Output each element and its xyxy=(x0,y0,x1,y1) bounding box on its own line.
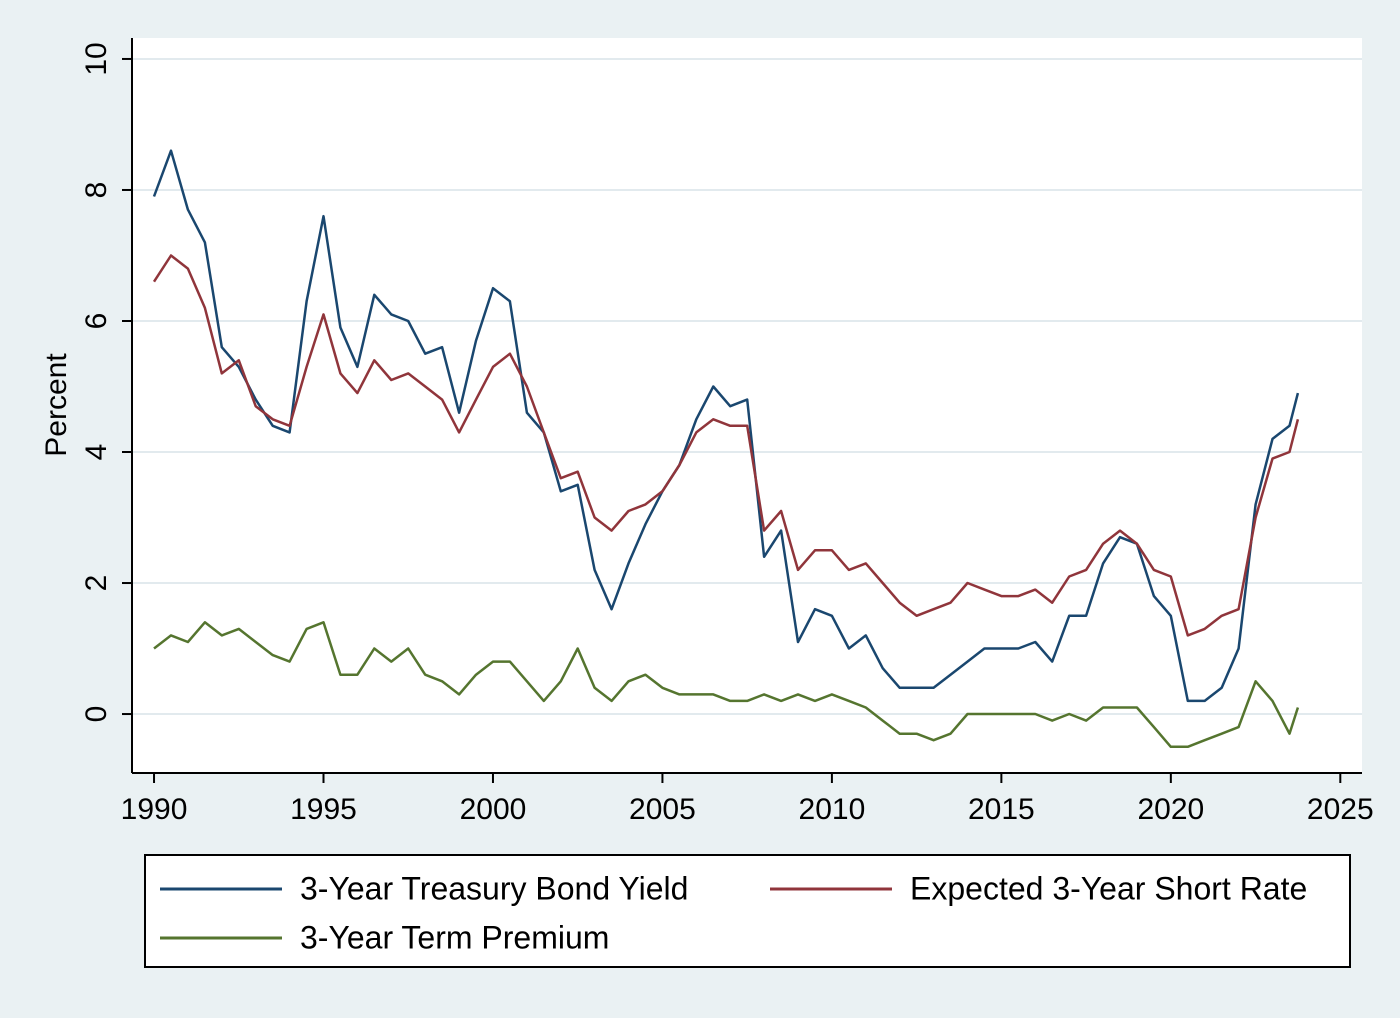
x-tick-label: 1990 xyxy=(121,793,188,826)
y-tick-label: 8 xyxy=(80,182,113,199)
y-tick-label: 2 xyxy=(80,575,113,592)
legend-label: 3-Year Term Premium xyxy=(300,919,609,955)
x-tick-label: 2025 xyxy=(1307,793,1374,826)
legend-label: 3-Year Treasury Bond Yield xyxy=(300,870,688,906)
x-tick-label: 2015 xyxy=(968,793,1035,826)
y-tick-label: 4 xyxy=(80,444,113,461)
y-tick-label: 6 xyxy=(80,313,113,330)
y-tick-label: 10 xyxy=(80,42,113,75)
y-tick-label: 0 xyxy=(80,706,113,723)
series-line xyxy=(153,621,1300,749)
x-tick-label: 2000 xyxy=(460,793,527,826)
x-tick-label: 2010 xyxy=(799,793,866,826)
series-line xyxy=(152,149,1300,703)
x-tick-label: 1995 xyxy=(290,793,357,826)
x-tick-label: 2005 xyxy=(629,793,696,826)
legend-label: Expected 3-Year Short Rate xyxy=(910,870,1307,906)
x-tick-label: 2020 xyxy=(1137,793,1204,826)
y-axis-label: Percent xyxy=(40,353,73,457)
legend-box xyxy=(144,854,1351,968)
series-line xyxy=(152,254,1300,637)
